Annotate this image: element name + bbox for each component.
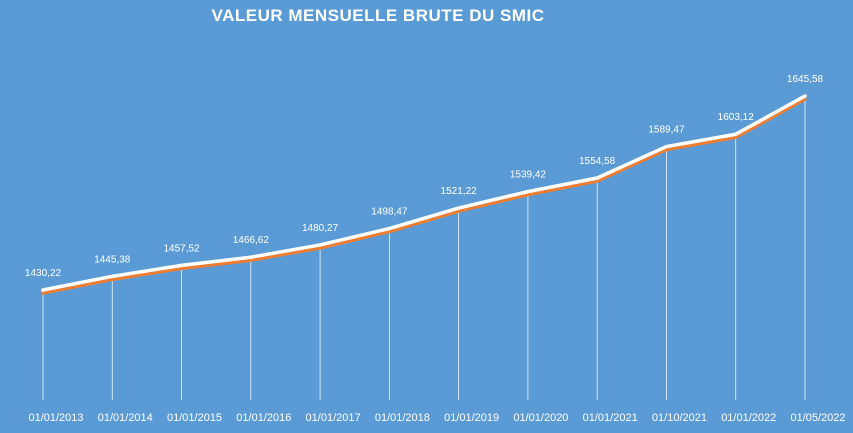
series-line [41,94,807,292]
data-label: 1457,52 [163,243,200,254]
data-label: 1521,22 [441,186,478,197]
data-point [180,263,184,267]
data-point [664,145,668,149]
data-point [41,288,45,292]
data-label: 1466,62 [233,235,270,246]
data-point [457,206,461,210]
x-tick-label: 01/01/2020 [513,412,568,424]
drop-lines [42,96,806,400]
x-tick-label: 01/01/2015 [167,412,222,424]
series-line-shadow [41,97,807,295]
data-label: 1554,58 [579,156,616,167]
data-point [803,94,807,98]
chart-title: VALEUR MENSUELLE BRUTE DU SMIC [211,6,545,25]
data-label: 1480,27 [302,223,339,234]
data-point [318,243,322,247]
data-label: 1589,47 [648,125,685,136]
x-tick-label: 01/10/2021 [652,412,707,424]
x-tick-label: 01/01/2019 [444,412,499,424]
data-point [526,190,530,194]
x-axis-tick-labels: 01/01/2013 01/01/2014 01/01/2015 01/01/2016… [28,412,845,424]
data-point [110,274,114,278]
x-tick-label: 01/01/2018 [375,412,430,424]
data-label: 1539,42 [510,170,547,181]
data-label: 1603,12 [718,112,755,123]
data-label: 1430,22 [25,268,62,279]
series-lines [41,94,807,295]
data-point [387,227,391,231]
data-label: 1498,47 [371,207,408,218]
x-tick-label: 01/01/2017 [306,412,361,424]
data-label: 1645,58 [787,74,824,85]
x-tick-label: 01/05/2022 [790,412,845,424]
data-point [734,132,738,136]
data-point [249,255,253,259]
x-tick-label: 01/01/2014 [98,412,153,424]
x-tick-label: 01/01/2013 [28,412,83,424]
data-point [595,176,599,180]
x-tick-label: 01/01/2022 [721,412,776,424]
data-label: 1445,38 [94,254,131,265]
x-tick-label: 01/01/2016 [236,412,291,424]
data-labels: 1430,22 1445,38 1457,52 1466,62 1480,27 1498,… [25,74,824,279]
x-tick-label: 01/01/2021 [583,412,638,424]
